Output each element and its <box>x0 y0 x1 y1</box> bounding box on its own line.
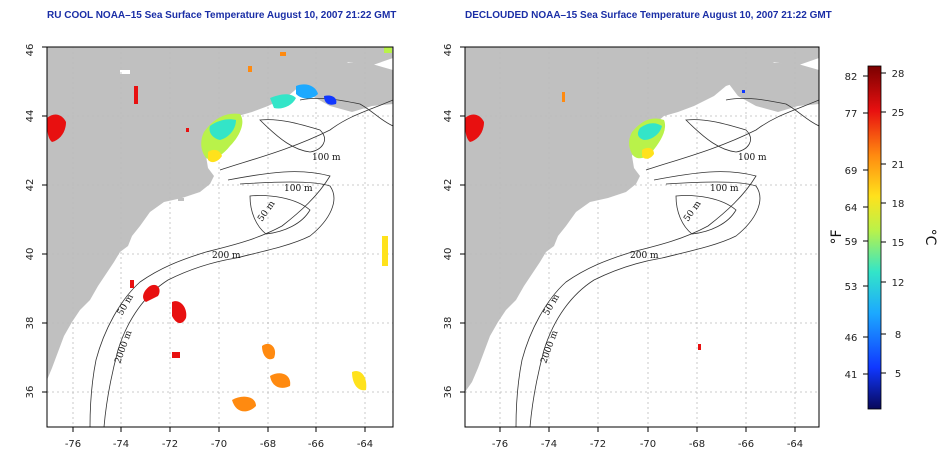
color-scale-bar: 82 77 69 64 59 53 46 41 28 25 21 18 15 1… <box>829 65 938 410</box>
x-tick-label: -66 <box>738 439 754 450</box>
contour-label: 100 m <box>312 153 341 163</box>
map-frame <box>464 46 820 428</box>
fahrenheit-ticks: 82 77 69 64 59 53 46 41 <box>845 72 868 381</box>
fahrenheit-tick-label: 64 <box>845 203 858 214</box>
celsius-tick-label: 8 <box>895 330 901 341</box>
y-tick-label: 46 <box>443 44 454 57</box>
x-tick-label: -74 <box>113 439 129 450</box>
x-tick-label: -64 <box>787 439 803 450</box>
map-title-right: DECLOUDED NOAA–15 Sea Surface Temperatur… <box>465 10 832 21</box>
y-tick-label: 42 <box>25 179 36 192</box>
celsius-tick-label: 15 <box>892 238 905 249</box>
y-tick-label: 42 <box>443 179 454 192</box>
celsius-tick-label: 18 <box>892 199 905 210</box>
x-tick-label: -70 <box>211 439 227 450</box>
y-tick-label: 40 <box>443 248 454 261</box>
x-tick-label: -66 <box>308 439 324 450</box>
fahrenheit-axis-label: °F <box>829 229 845 244</box>
y-tick-label: 40 <box>25 248 36 261</box>
land-mass <box>465 47 819 392</box>
fahrenheit-tick-label: 59 <box>845 237 858 248</box>
y-tick-label: 44 <box>443 110 454 123</box>
x-tick-label: -76 <box>65 439 81 450</box>
y-tick-label: 46 <box>25 44 36 57</box>
map-frame <box>46 46 394 428</box>
land-mass <box>47 47 393 380</box>
map-panel-right: 100 m 100 m 50 m 200 m 50 m 2000 m -76 -… <box>443 44 820 450</box>
contour-label: 100 m <box>710 184 739 194</box>
fahrenheit-tick-label: 53 <box>845 282 858 293</box>
celsius-tick-label: 28 <box>892 69 905 80</box>
fahrenheit-tick-label: 46 <box>845 333 858 344</box>
y-tick-label: 38 <box>25 317 36 330</box>
map-title-left: RU COOL NOAA–15 Sea Surface Temperature … <box>47 10 397 21</box>
y-tick-label: 36 <box>443 386 454 399</box>
color-scale-gradient <box>867 65 882 410</box>
x-tick-label: -74 <box>541 439 557 450</box>
y-tick-label: 38 <box>443 317 454 330</box>
celsius-axis-label: °C <box>922 229 938 246</box>
fahrenheit-tick-label: 82 <box>845 72 858 83</box>
celsius-tick-label: 21 <box>892 160 905 171</box>
x-tick-label: -70 <box>640 439 656 450</box>
sst-patches <box>465 90 745 350</box>
x-tick-label: -68 <box>689 439 705 450</box>
celsius-ticks: 28 25 21 18 15 12 8 5 <box>881 69 904 380</box>
x-tick-label: -72 <box>162 439 178 450</box>
x-tick-label: -64 <box>357 439 373 450</box>
y-tick-label: 44 <box>25 110 36 123</box>
map-panel-left: 100 m 100 m 50 m 200 m 50 m 2000 m -76 -… <box>25 44 394 450</box>
celsius-tick-label: 25 <box>892 108 905 119</box>
fahrenheit-tick-label: 41 <box>845 370 858 381</box>
x-tick-label: -72 <box>590 439 606 450</box>
y-tick-label: 36 <box>25 386 36 399</box>
contour-label: 100 m <box>284 184 313 194</box>
contour-label: 200 m <box>212 251 241 261</box>
celsius-tick-label: 12 <box>892 278 905 289</box>
x-tick-label: -68 <box>260 439 276 450</box>
x-tick-label: -76 <box>492 439 508 450</box>
fahrenheit-tick-label: 69 <box>845 166 858 177</box>
celsius-tick-label: 5 <box>895 369 901 380</box>
contour-label: 100 m <box>738 153 767 163</box>
fahrenheit-tick-label: 77 <box>845 109 858 120</box>
sst-patches <box>47 47 392 412</box>
contour-label: 200 m <box>630 251 659 261</box>
